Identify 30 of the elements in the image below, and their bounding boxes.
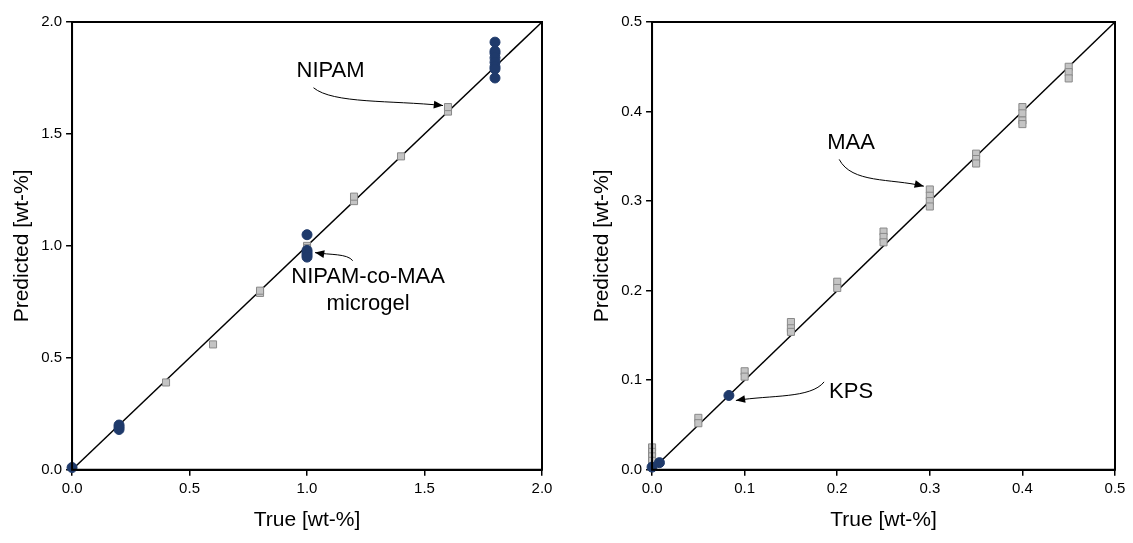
y-tick-label: 0.0 <box>621 459 643 477</box>
y-tick-label: 2.0 <box>41 12 63 30</box>
y-axis-title: Predicted [wt-%] <box>9 169 33 323</box>
x-tick-label: 0.0 <box>61 478 83 496</box>
y-tick-label: 0.2 <box>621 280 643 298</box>
x-tick-label: 0.5 <box>1104 478 1126 496</box>
annotation: NIPAM <box>296 57 365 83</box>
annotation: MAA <box>827 128 876 154</box>
x-tick-label: 0.4 <box>1011 478 1033 496</box>
y-tick-label: 0.1 <box>621 370 643 388</box>
y-tick-label: 0.5 <box>41 347 63 365</box>
y-tick-label: 1.5 <box>41 124 63 142</box>
y-tick-label: 0.3 <box>621 191 643 209</box>
x-axis-title: True [wt-%] <box>830 507 937 531</box>
y-axis-title: Predicted [wt-%] <box>589 169 613 323</box>
x-tick-label: 0.0 <box>641 478 663 496</box>
y-tick-label: 0.0 <box>41 459 63 477</box>
y-tick-label: 0.5 <box>621 12 643 30</box>
x-axis-title: True [wt-%] <box>253 507 361 531</box>
x-tick-label: 1.5 <box>414 478 435 496</box>
x-tick-label: 0.3 <box>919 478 941 496</box>
annotation: NIPAM-co-MAA microgel <box>291 263 446 316</box>
x-tick-label: 0.2 <box>826 478 848 496</box>
x-tick-label: 0.5 <box>179 478 200 496</box>
annotation: KPS <box>829 377 874 403</box>
y-tick-label: 1.0 <box>41 236 63 254</box>
x-tick-label: 2.0 <box>531 478 553 496</box>
x-tick-label: 0.1 <box>734 478 756 496</box>
x-tick-label: 1.0 <box>296 478 318 496</box>
y-tick-label: 0.4 <box>621 101 643 119</box>
